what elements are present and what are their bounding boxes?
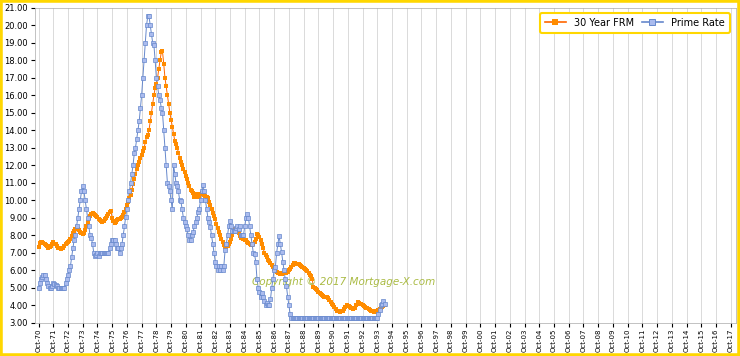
Legend: 30 Year FRM, Prime Rate: 30 Year FRM, Prime Rate bbox=[540, 13, 730, 33]
Text: Copyright © 2017 Mortgage-X.com: Copyright © 2017 Mortgage-X.com bbox=[252, 277, 435, 287]
